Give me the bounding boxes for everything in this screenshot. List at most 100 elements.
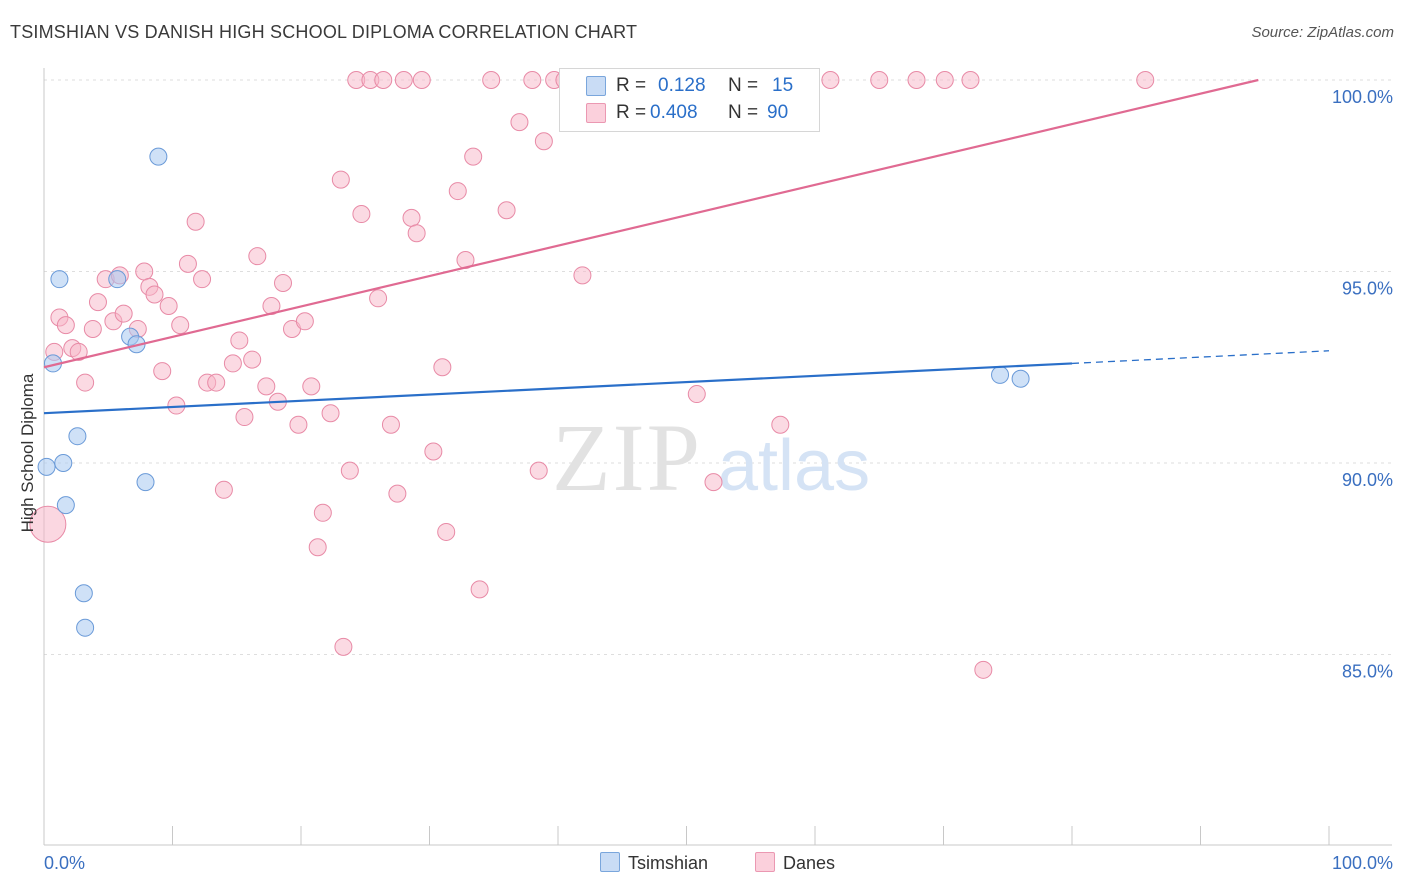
- danes-point: [340, 461, 359, 480]
- tsimshian-point: [37, 457, 56, 476]
- danes-point: [394, 71, 413, 89]
- y-tick-label: 90.0%: [1342, 470, 1393, 490]
- source-label: Source: ZipAtlas.com: [1251, 24, 1394, 41]
- tsimshian-point: [991, 365, 1010, 384]
- danes-point: [153, 362, 172, 381]
- tsimshian-point: [54, 454, 73, 472]
- danes-point: [369, 289, 388, 308]
- danes-point: [704, 473, 723, 492]
- danes-point: [207, 373, 226, 392]
- danes-point: [974, 660, 993, 679]
- y-tick-label: 95.0%: [1342, 279, 1393, 299]
- danes-point: [907, 71, 926, 89]
- labels-layer: 100.0% 95.0% 90.0% 85.0% 0.0% 100.0%: [44, 87, 1393, 873]
- danes-point: [186, 212, 205, 231]
- tsimshian-point: [136, 473, 155, 492]
- danes-point: [83, 319, 102, 338]
- danes-point: [334, 637, 353, 656]
- x-tick-label: 0.0%: [44, 853, 85, 873]
- tsimshian-point: [108, 270, 127, 289]
- legend-swatch-danes: [586, 103, 606, 123]
- trend-layer: [43, 78, 1330, 415]
- danes-point: [302, 377, 321, 396]
- danes-point: [381, 415, 400, 434]
- y-tick-label: 85.0%: [1342, 662, 1393, 682]
- points-layer: [29, 71, 1155, 679]
- danes-point: [352, 205, 371, 224]
- legend-r-label: R =: [616, 75, 647, 96]
- grid-layer: [44, 79, 1392, 655]
- danes-point: [448, 182, 467, 201]
- chart-title: TSIMSHIAN VS DANISH HIGH SCHOOL DIPLOMA …: [10, 22, 638, 42]
- danes-point: [223, 354, 242, 373]
- danes-point: [935, 71, 954, 89]
- watermark: ZIP atlas: [552, 404, 870, 511]
- danes-point: [1136, 71, 1155, 89]
- danes-point: [257, 377, 276, 396]
- danes-point: [313, 503, 332, 522]
- danes-point: [482, 71, 501, 89]
- danes-point: [289, 415, 308, 434]
- y-tick-label: 100.0%: [1332, 87, 1393, 107]
- danes-point: [145, 285, 164, 304]
- legend-swatch-tsimshian: [586, 76, 606, 96]
- bottom-swatch-tsimshian: [600, 852, 620, 872]
- legend-n-value: 15: [772, 75, 794, 96]
- danes-point: [135, 262, 154, 281]
- danes-point: [178, 254, 197, 273]
- danes-point: [687, 385, 706, 404]
- tsimshian-point: [76, 618, 95, 637]
- danes-point: [402, 208, 421, 227]
- danes-point: [69, 342, 88, 361]
- danes-point: [88, 293, 107, 312]
- watermark-atlas: atlas: [718, 426, 870, 506]
- x-tick-label: 100.0%: [1332, 853, 1393, 873]
- danes-point: [171, 316, 190, 335]
- danes-point: [424, 442, 443, 461]
- tsimshian-point: [74, 584, 93, 603]
- danes-point: [193, 270, 212, 289]
- bottom-legend-tsimshian: Tsimshian: [600, 852, 708, 874]
- tsimshian-point: [1011, 369, 1030, 388]
- danes-point: [961, 71, 980, 89]
- legend-r-value: 0.128: [658, 75, 706, 96]
- danes-trend-line: [43, 78, 1259, 369]
- tsimshian-trend-extension: [1071, 350, 1330, 365]
- danes-point: [248, 247, 267, 266]
- danes-point: [331, 170, 350, 189]
- danes-point: [114, 304, 133, 323]
- legend-n-label: N =: [728, 102, 759, 123]
- danes-point: [295, 312, 314, 331]
- tsimshian-point: [68, 427, 87, 446]
- danes-point: [308, 538, 327, 557]
- danes-point: [235, 408, 254, 427]
- danes-point: [56, 316, 75, 335]
- tsimshian-trend-line: [43, 362, 1073, 415]
- legend-r-label: R =: [616, 102, 647, 123]
- legend-n-label: N =: [728, 75, 759, 96]
- axes-layer: [43, 68, 1392, 846]
- danes-point: [771, 415, 790, 434]
- bottom-legend-tsimshian-label: Tsimshian: [628, 853, 709, 873]
- tsimshian-point: [50, 270, 69, 289]
- danes-point: [529, 461, 548, 480]
- danes-point: [510, 113, 529, 132]
- danes-point: [464, 147, 483, 166]
- bottom-legend-danes: Danes: [755, 852, 835, 874]
- danes-point: [437, 522, 456, 541]
- danes-point: [573, 266, 592, 285]
- bottom-legend-danes-label: Danes: [783, 853, 836, 873]
- danes-point: [821, 71, 840, 89]
- danes-point: [374, 71, 393, 89]
- danes-point: [534, 132, 553, 151]
- danes-point: [523, 71, 542, 89]
- legend-box: R = 0.128 N = 15 R = 0.408 N = 90: [559, 68, 820, 132]
- danes-point: [388, 484, 407, 503]
- tsimshian-point: [149, 147, 168, 166]
- danes-point: [29, 505, 67, 543]
- danes-point: [470, 580, 489, 599]
- danes-point: [76, 373, 95, 392]
- danes-point: [274, 273, 293, 292]
- danes-point: [243, 350, 262, 369]
